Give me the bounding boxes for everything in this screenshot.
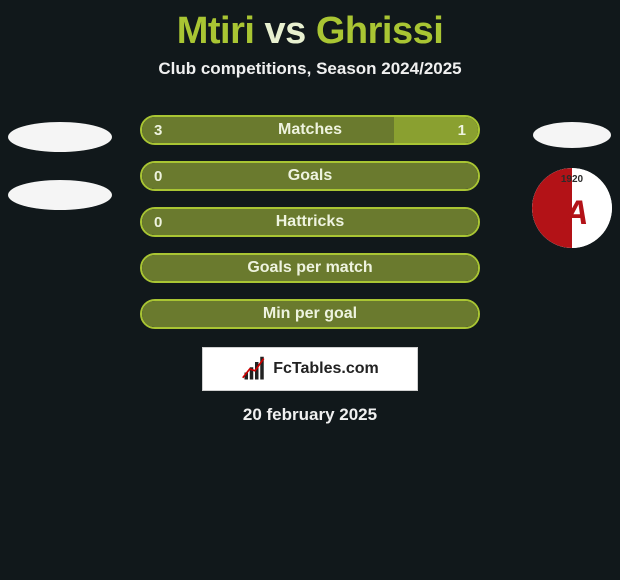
stat-row: Min per goal [140,299,480,329]
right-badge-column: 1920 A [532,122,612,248]
stat-label: Goals per match [142,259,478,277]
stat-value-left: 3 [154,122,162,139]
club-logo-letter: A [564,194,589,233]
player2-badge-placeholder [533,122,611,148]
title-player1: Mtiri [177,10,255,52]
stat-value-right: 1 [458,122,466,139]
bar-chart-icon [241,355,269,383]
stat-label: Hattricks [142,213,478,231]
stat-row: Hattricks0 [140,207,480,237]
title-player2: Ghrissi [316,10,443,52]
page-title: Mtiri vs Ghrissi [177,10,444,53]
stat-value-left: 0 [154,214,162,231]
brand-text: FcTables.com [273,360,379,378]
brand-footer: FcTables.com [202,347,418,391]
stat-row: Matches3 1 [140,115,480,145]
stat-label: Goals [142,167,478,185]
left-badge-column [8,122,112,210]
stat-value-left: 0 [154,168,162,185]
snapshot-date: 20 february 2025 [243,405,377,425]
title-vs: vs [264,10,305,52]
comparison-card: Mtiri vs Ghrissi Club competitions, Seas… [0,0,620,580]
stat-label: Matches [142,121,478,139]
player2-club-logo: 1920 A [532,168,612,248]
player1-badge-placeholder [8,122,112,152]
player1-club-placeholder [8,180,112,210]
subtitle: Club competitions, Season 2024/2025 [158,59,461,79]
stat-row: Goals0 [140,161,480,191]
club-logo-year: 1920 [561,174,583,185]
comparison-bars: Matches31Goals0Hattricks0Goals per match… [140,115,480,329]
stat-row: Goals per match [140,253,480,283]
stat-label: Min per goal [142,305,478,323]
